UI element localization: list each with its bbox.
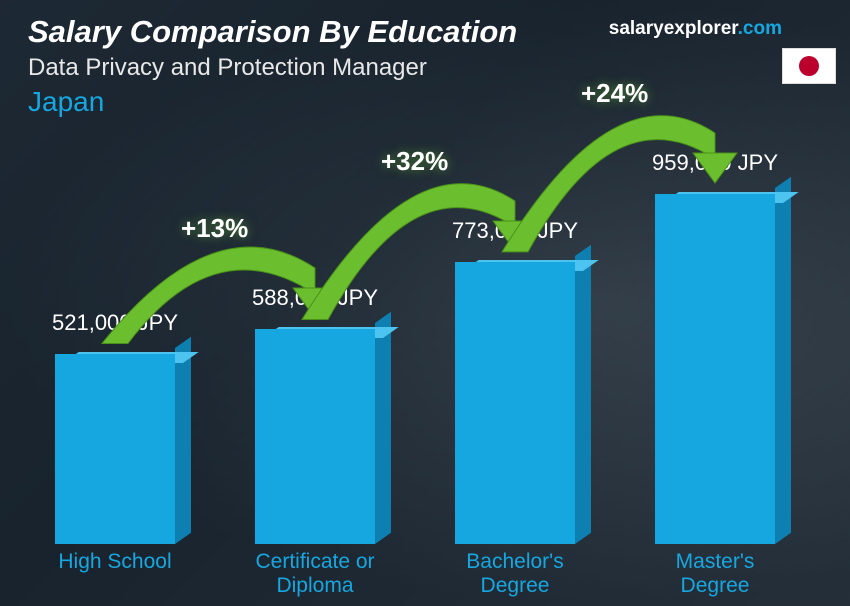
bar-value-label: 773,000 JPY [452, 218, 578, 244]
bar [655, 194, 775, 544]
percent-increase-label: +32% [381, 146, 448, 177]
bar [255, 329, 375, 544]
country-label: Japan [28, 86, 104, 118]
bar-value-label: 521,000 JPY [52, 310, 178, 336]
job-subtitle: Data Privacy and Protection Manager [28, 54, 427, 82]
x-axis-category: Bachelor'sDegree [466, 550, 563, 598]
bar-front [255, 329, 375, 544]
x-axis-category: Certificate orDiploma [255, 550, 374, 598]
bar-group: 588,000 JPYCertificate orDiploma [240, 329, 390, 544]
page-title: Salary Comparison By Education [28, 14, 517, 50]
bar-side [775, 177, 791, 544]
bar-side [175, 337, 191, 544]
flag-dot-icon [799, 56, 819, 76]
percent-increase-label: +13% [181, 213, 248, 244]
bar-value-label: 588,000 JPY [252, 285, 378, 311]
bar-front [655, 194, 775, 544]
flag-japan [782, 48, 836, 84]
bar-group: 959,000 JPYMaster'sDegree [640, 194, 790, 544]
x-axis-category: High School [58, 550, 171, 574]
bar-group: 521,000 JPYHigh School [40, 354, 190, 544]
site-tld: .com [738, 18, 782, 39]
chart-container: Salary Comparison By Education Data Priv… [0, 0, 850, 606]
bar-group: 773,000 JPYBachelor'sDegree [440, 262, 590, 544]
bar [455, 262, 575, 544]
bar [55, 354, 175, 544]
bar-side [375, 312, 391, 544]
bar-side [575, 245, 591, 544]
site-name: salaryexplorer [609, 18, 738, 39]
percent-increase-label: +24% [581, 78, 648, 109]
bar-chart: 521,000 JPYHigh School 588,000 JPYCertifi… [40, 144, 810, 544]
bar-front [455, 262, 575, 544]
bar-front [55, 354, 175, 544]
bar-value-label: 959,000 JPY [652, 150, 778, 176]
site-brand: salaryexplorer.com [609, 18, 782, 40]
x-axis-category: Master'sDegree [676, 550, 755, 598]
